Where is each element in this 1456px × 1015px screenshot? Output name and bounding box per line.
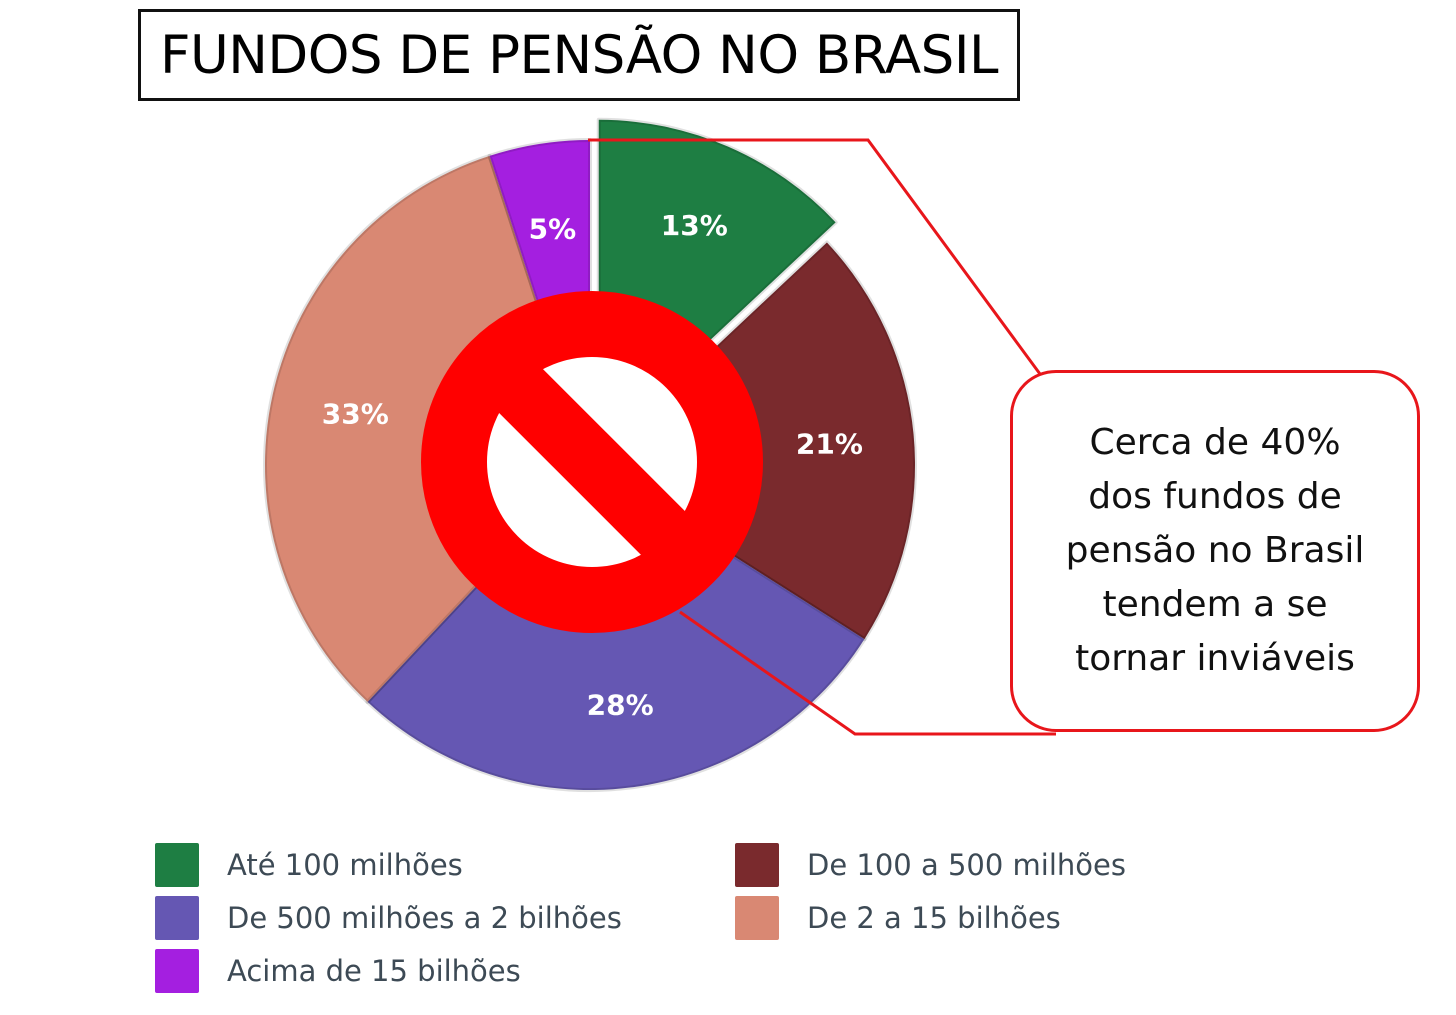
callout-box: Cerca de 40% dos fundos de pensão no Bra… [1010, 370, 1420, 732]
legend-label: De 2 a 15 bilhões [807, 901, 1061, 935]
callout-line: Cerca de 40% [1089, 422, 1341, 463]
callout-line: pensão no Brasil [1065, 530, 1365, 571]
slice-data-label: 33% [322, 398, 389, 431]
callout-connector [588, 138, 1056, 736]
legend-item: De 2 a 15 bilhões [735, 895, 1061, 941]
legend-swatch [155, 896, 199, 940]
callout-line: tornar inviáveis [1075, 638, 1355, 679]
legend-swatch [155, 949, 199, 993]
legend-item: De 500 milhões a 2 bilhões [155, 895, 622, 941]
prohibition-icon [421, 291, 763, 633]
slice-data-label: 28% [587, 689, 654, 722]
callout-connector-line [588, 138, 1056, 736]
callout-line: tendem a se [1102, 584, 1328, 625]
slice-data-label: 21% [796, 427, 863, 460]
prohibition-slash [469, 339, 715, 585]
slice-data-label: 5% [529, 212, 577, 245]
pie-labels: 13% 21% 28% 33% 5% [322, 209, 863, 722]
legend-swatch [155, 843, 199, 887]
legend-label: De 100 a 500 milhões [807, 848, 1126, 882]
chart-title: FUNDOS DE PENSÃO NO BRASIL [138, 9, 1020, 101]
slice-data-label: 13% [661, 209, 728, 242]
legend-label: Até 100 milhões [227, 848, 463, 882]
legend-label: Acima de 15 bilhões [227, 954, 521, 988]
legend-swatch [735, 843, 779, 887]
legend-item: De 100 a 500 milhões [735, 842, 1126, 888]
chart-legend: Até 100 milhões De 100 a 500 milhões De … [155, 842, 1255, 994]
legend-item: Acima de 15 bilhões [155, 948, 521, 994]
legend-item: Até 100 milhões [155, 842, 463, 888]
legend-swatch [735, 896, 779, 940]
legend-label: De 500 milhões a 2 bilhões [227, 901, 622, 935]
callout-line: dos fundos de [1088, 476, 1342, 517]
